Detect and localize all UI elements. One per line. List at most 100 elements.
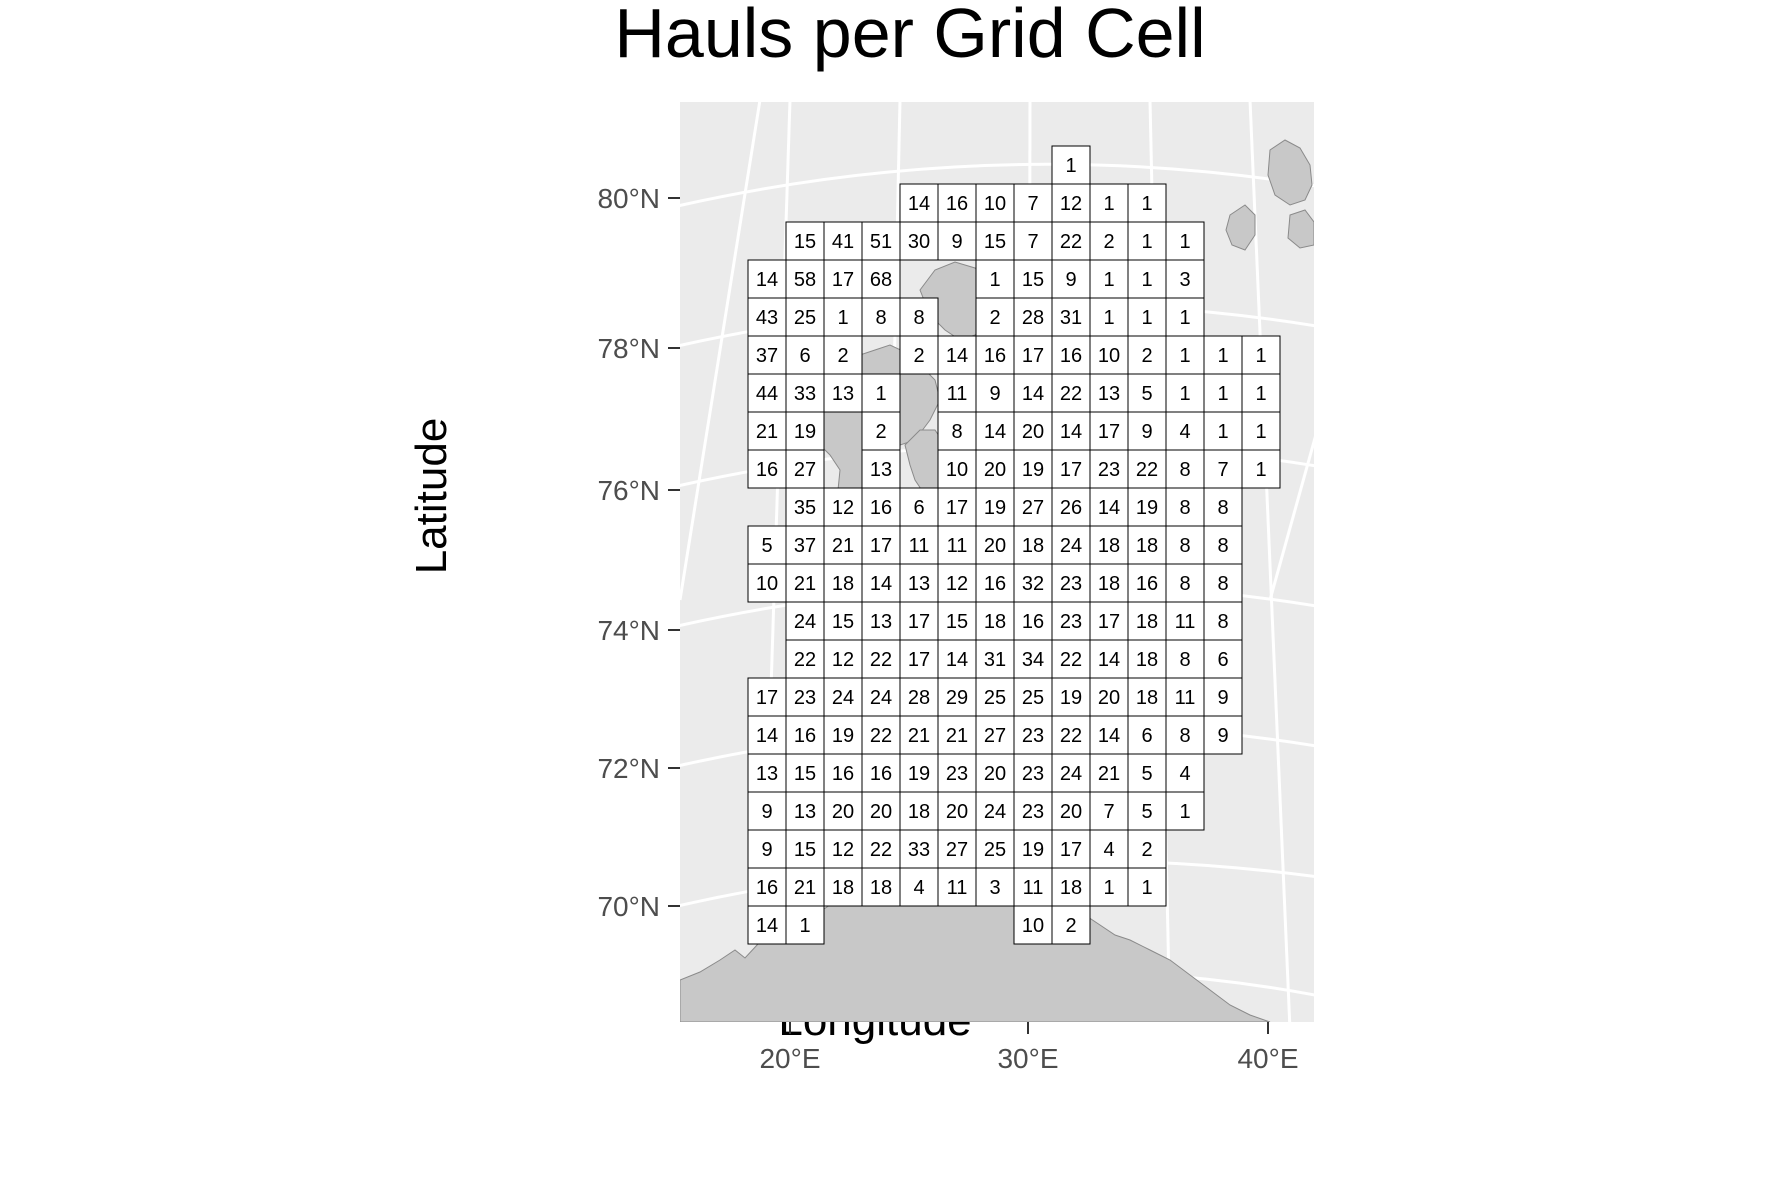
grid-cell — [975, 335, 1015, 375]
grid-cell-count: 8 — [1217, 535, 1228, 557]
grid-cell-count: 14 — [908, 193, 930, 215]
grid-cell — [823, 867, 863, 907]
grid-cell-count: 14 — [946, 345, 968, 367]
grid-cell — [1051, 487, 1091, 527]
grid-cell-count: 1 — [799, 915, 810, 937]
y-tick-label: 72°N — [597, 753, 660, 784]
grid-cell-count: 4 — [1179, 763, 1190, 785]
grid-cell — [747, 791, 787, 831]
grid-cell-count: 23 — [946, 763, 968, 785]
grid-cell — [1089, 791, 1129, 831]
franz-josef-land-3 — [1287, 209, 1314, 249]
grid-cell-count: 43 — [756, 307, 778, 329]
grid-cell — [747, 563, 787, 603]
grid-cell-count: 18 — [1136, 649, 1158, 671]
grid-cell-count: 31 — [984, 649, 1006, 671]
grid-cell — [785, 791, 825, 831]
grid-cell-count: 21 — [946, 725, 968, 747]
grid-cell-count: 51 — [870, 231, 892, 253]
grid-cell — [1089, 449, 1129, 489]
grid-cell-count: 1 — [1255, 383, 1266, 405]
grid-cell — [747, 259, 787, 299]
grid-cell — [937, 639, 977, 679]
grid-cell-count: 1 — [1179, 231, 1190, 253]
grid-cell-count: 9 — [761, 839, 772, 861]
grid-cell — [975, 639, 1015, 679]
grid-cell-count: 7 — [1103, 801, 1114, 823]
grid-cell-count: 8 — [1179, 497, 1190, 519]
grid-cell-count: 22 — [1136, 459, 1158, 481]
grid-cell-count: 24 — [1060, 763, 1082, 785]
grid-cell — [823, 563, 863, 603]
grid-cell — [1127, 867, 1167, 907]
grid-cell — [1241, 335, 1281, 375]
grid-cell-count: 18 — [1098, 535, 1120, 557]
grid-cell — [937, 715, 977, 755]
grid-cell — [785, 449, 825, 489]
grid-cell — [899, 753, 939, 793]
grid-cell-count: 30 — [908, 231, 930, 253]
grid-cell-count: 17 — [1022, 345, 1044, 367]
grid-cell-count: 19 — [984, 497, 1006, 519]
grid-cell — [823, 221, 863, 261]
grid-cell-count: 1 — [1179, 345, 1190, 367]
grid-cell-count: 1 — [1179, 383, 1190, 405]
grid-cell-count: 21 — [794, 877, 816, 899]
grid-cell-count: 9 — [951, 231, 962, 253]
grid-cell-count: 14 — [1060, 421, 1082, 443]
grid-cell-count: 31 — [1060, 307, 1082, 329]
grid-cell-count: 4 — [913, 877, 924, 899]
grid-cell-count: 21 — [908, 725, 930, 747]
grid-cell — [861, 373, 901, 413]
grid-cell — [747, 905, 787, 945]
grid-cell-count: 32 — [1022, 573, 1044, 595]
grid-cell — [785, 411, 825, 451]
grid-cell — [975, 183, 1015, 223]
grid-cell-count: 1 — [1255, 421, 1266, 443]
grid-cell-count: 9 — [761, 801, 772, 823]
grid-cell-count: 19 — [794, 421, 816, 443]
grid-cell-count: 7 — [1027, 231, 1038, 253]
grid-cell — [975, 411, 1015, 451]
grid-cell — [937, 677, 977, 717]
grid-cell-count: 18 — [832, 573, 854, 595]
grid-cell-count: 13 — [908, 573, 930, 595]
grid-cell-count: 11 — [1175, 611, 1196, 633]
grid-cell — [785, 905, 825, 945]
y-tick-label: 78°N — [597, 333, 660, 364]
y-tick-label: 76°N — [597, 475, 660, 506]
grid-cell — [1241, 373, 1281, 413]
grid-cell-count: 14 — [1022, 383, 1044, 405]
graticule-line — [1248, 102, 1292, 1022]
grid-cell-count: 41 — [832, 231, 854, 253]
grid-cell-count: 25 — [984, 687, 1006, 709]
grid-cell — [975, 259, 1015, 299]
grid-cell-count: 6 — [1141, 725, 1152, 747]
grid-cell-count: 10 — [1098, 345, 1120, 367]
grid-cell — [1051, 449, 1091, 489]
x-tick-label: 40°E — [1237, 1043, 1298, 1074]
grid-cell-count: 15 — [1022, 269, 1044, 291]
grid-cell-count: 33 — [908, 839, 930, 861]
grid-cell-count: 20 — [984, 763, 1006, 785]
grid-cell-count: 14 — [1098, 725, 1120, 747]
grid-cell — [1089, 373, 1129, 413]
grid-cell — [785, 259, 825, 299]
grid-cell-count: 2 — [1103, 231, 1114, 253]
grid-cell — [1051, 563, 1091, 603]
grid-cell-count: 23 — [1060, 573, 1082, 595]
grid-cell — [785, 335, 825, 375]
grid-cell-count: 15 — [984, 231, 1006, 253]
grid-cell-count: 8 — [913, 307, 924, 329]
grid-cell — [1203, 677, 1243, 717]
grid-cell — [1013, 525, 1053, 565]
grid-cell-count: 8 — [1217, 497, 1228, 519]
grid-cell-count: 9 — [1065, 269, 1076, 291]
grid-cell-count: 23 — [1060, 611, 1082, 633]
grid-cell — [1013, 449, 1053, 489]
grid-cell-count: 10 — [946, 459, 968, 481]
grid-cell — [1051, 867, 1091, 907]
grid-cell-count: 23 — [1098, 459, 1120, 481]
grid-cell — [1051, 829, 1091, 869]
grid-cell-count: 18 — [1136, 687, 1158, 709]
